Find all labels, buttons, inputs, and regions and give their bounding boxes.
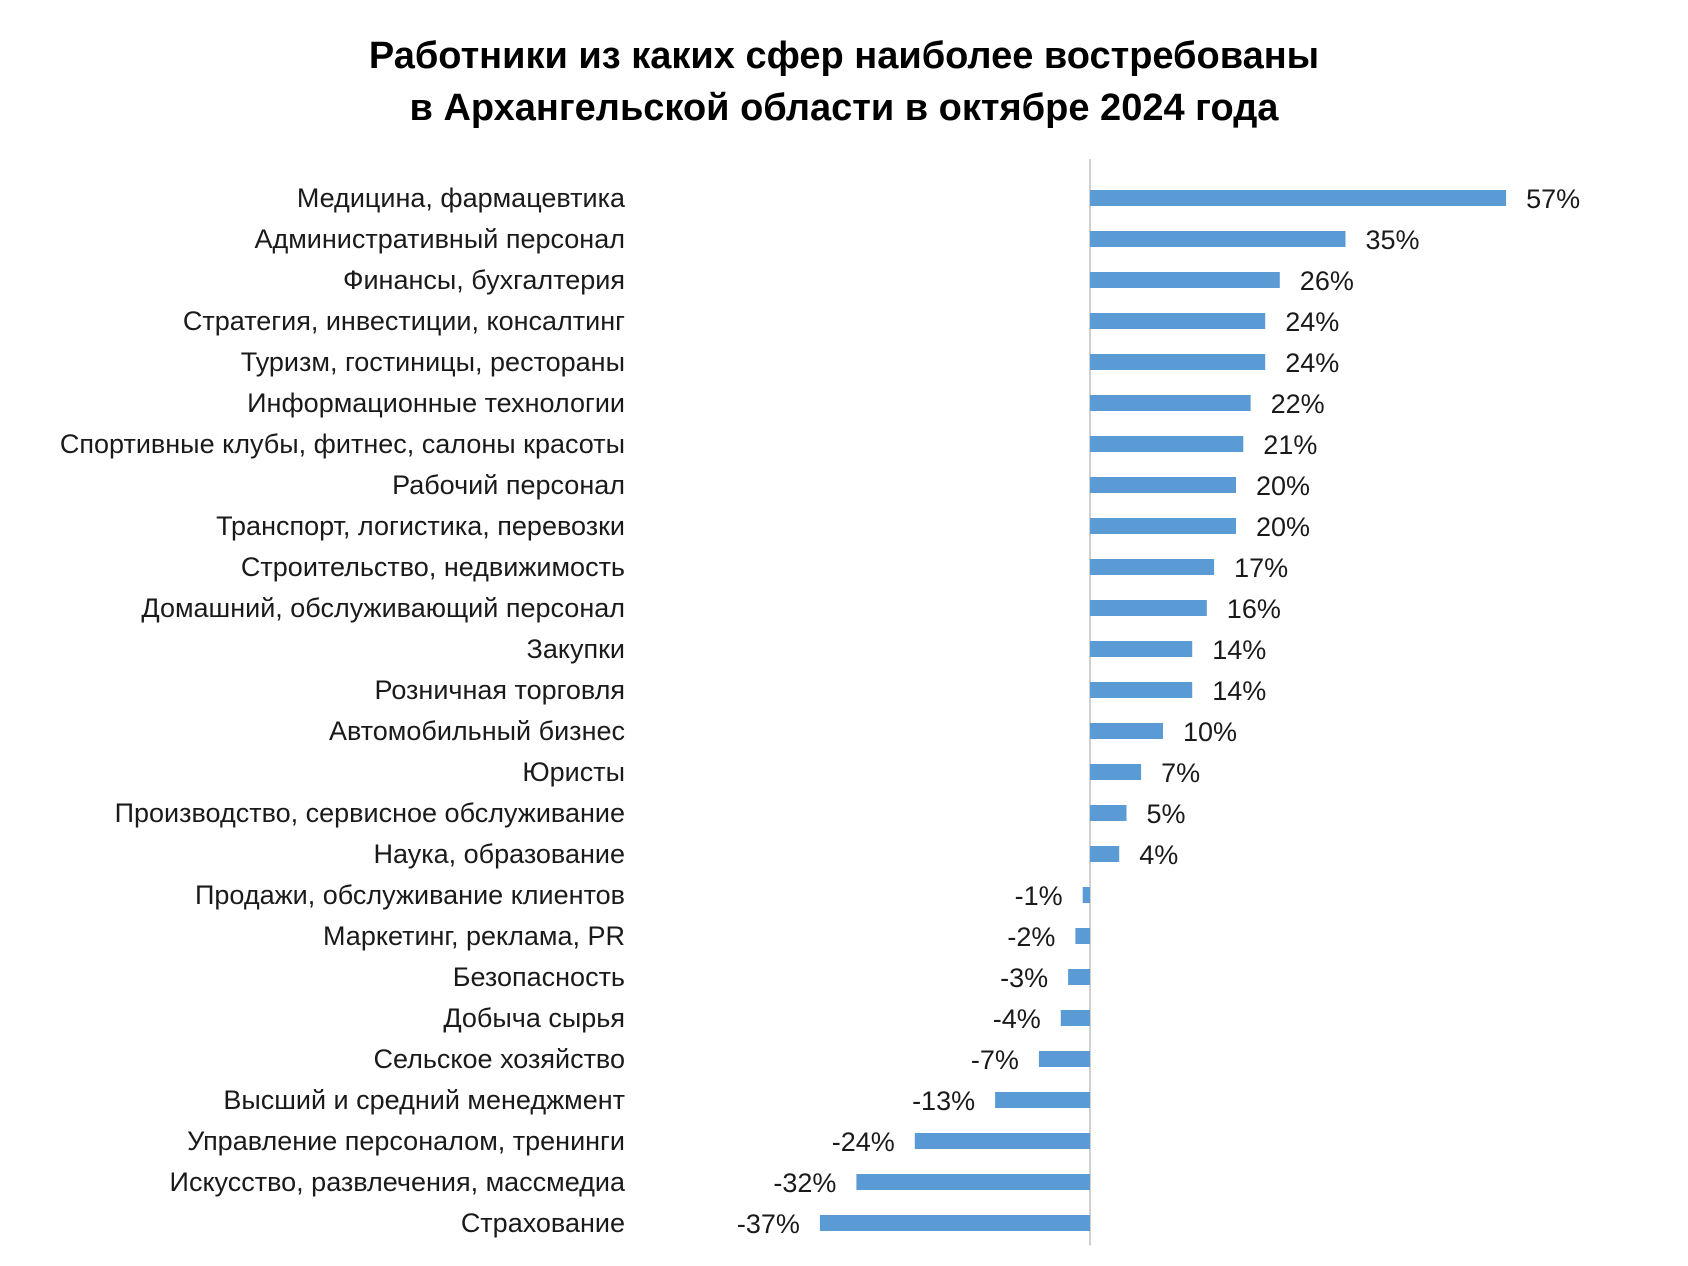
bar: [856, 1174, 1090, 1190]
bar: [1060, 1010, 1090, 1026]
category-label: Страхование: [461, 1208, 625, 1238]
bar: [1090, 805, 1127, 821]
category-label: Транспорт, логистика, перевозки: [216, 511, 625, 541]
data-label: 57%: [1526, 184, 1580, 214]
category-label: Наука, образование: [373, 839, 625, 869]
category-label: Производство, сервисное обслуживание: [115, 798, 625, 828]
data-label: 16%: [1227, 594, 1281, 624]
bar: [995, 1092, 1090, 1108]
bar: [1090, 764, 1142, 780]
category-label: Стратегия, инвестиции, консалтинг: [183, 306, 625, 336]
chart-title-line-2: в Архангельской области в октябре 2024 г…: [409, 87, 1279, 129]
category-label: Туризм, гостиницы, рестораны: [241, 347, 625, 377]
category-label: Продажи, обслуживание клиентов: [195, 880, 625, 910]
data-label: -13%: [912, 1086, 975, 1116]
category-label: Безопасность: [453, 962, 625, 992]
data-label: 10%: [1183, 717, 1237, 747]
data-label: 17%: [1234, 553, 1288, 583]
data-label: 24%: [1285, 348, 1339, 378]
bar: [1090, 190, 1507, 206]
bar: [1090, 559, 1215, 575]
category-label: Информационные технологии: [247, 388, 625, 418]
data-label: -24%: [832, 1127, 895, 1157]
category-label: Высший и средний менеджмент: [223, 1085, 625, 1115]
bar: [1090, 436, 1244, 452]
category-label: Маркетинг, реклама, PR: [323, 921, 625, 951]
bar: [1090, 231, 1346, 247]
category-label: Административный персонал: [254, 224, 625, 254]
bar: [1038, 1051, 1090, 1067]
data-label: 5%: [1147, 799, 1186, 829]
bar: [1090, 682, 1193, 698]
bar: [1090, 723, 1163, 739]
bar: [1090, 354, 1266, 370]
category-label: Закупки: [527, 634, 625, 664]
data-label: 22%: [1271, 389, 1325, 419]
data-label: -4%: [993, 1004, 1041, 1034]
bar: [1090, 313, 1266, 329]
category-label: Розничная торговля: [375, 675, 626, 705]
category-label: Финансы, бухгалтерия: [343, 265, 625, 295]
bar: [914, 1133, 1090, 1149]
data-label: 20%: [1256, 471, 1310, 501]
data-label: -37%: [737, 1209, 800, 1239]
data-label: 14%: [1212, 635, 1266, 665]
data-label: -1%: [1015, 881, 1063, 911]
bar: [1090, 641, 1193, 657]
category-label: Рабочий персонал: [392, 470, 625, 500]
data-label: 24%: [1285, 307, 1339, 337]
data-label: -7%: [971, 1045, 1019, 1075]
category-label: Юристы: [522, 757, 625, 787]
bar: [1075, 928, 1090, 944]
category-label: Строительство, недвижимость: [241, 552, 625, 582]
data-label: 21%: [1263, 430, 1317, 460]
chart-title: Работники из каких сфер наиболее востреб…: [0, 30, 1688, 134]
bar: [1068, 969, 1090, 985]
data-label: 14%: [1212, 676, 1266, 706]
category-label: Домашний, обслуживающий персонал: [141, 593, 625, 623]
category-label: Автомобильный бизнес: [329, 716, 625, 746]
data-label: -3%: [1000, 963, 1048, 993]
bar: [1090, 477, 1236, 493]
chart-title-line-1: Работники из каких сфер наиболее востреб…: [368, 35, 1320, 77]
bar: [1082, 887, 1090, 903]
category-label: Сельское хозяйство: [373, 1044, 625, 1074]
data-label: -2%: [1007, 922, 1055, 952]
bar: [1090, 518, 1236, 534]
bar: [819, 1215, 1090, 1231]
data-label: -32%: [773, 1168, 836, 1198]
category-label: Спортивные клубы, фитнес, салоны красоты: [60, 429, 625, 459]
data-label: 4%: [1139, 840, 1178, 870]
bar: [1090, 600, 1207, 616]
data-label: 7%: [1161, 758, 1200, 788]
bar: [1090, 846, 1120, 862]
category-label: Добыча сырья: [443, 1003, 625, 1033]
data-label: 35%: [1366, 225, 1420, 255]
category-label: Искусство, развлечения, массмедиа: [170, 1167, 626, 1197]
category-label: Медицина, фармацевтика: [297, 183, 626, 213]
bar: [1090, 272, 1280, 288]
data-label: 26%: [1300, 266, 1354, 296]
category-label: Управление персоналом, тренинги: [187, 1126, 625, 1156]
data-label: 20%: [1256, 512, 1310, 542]
bar: [1090, 395, 1251, 411]
